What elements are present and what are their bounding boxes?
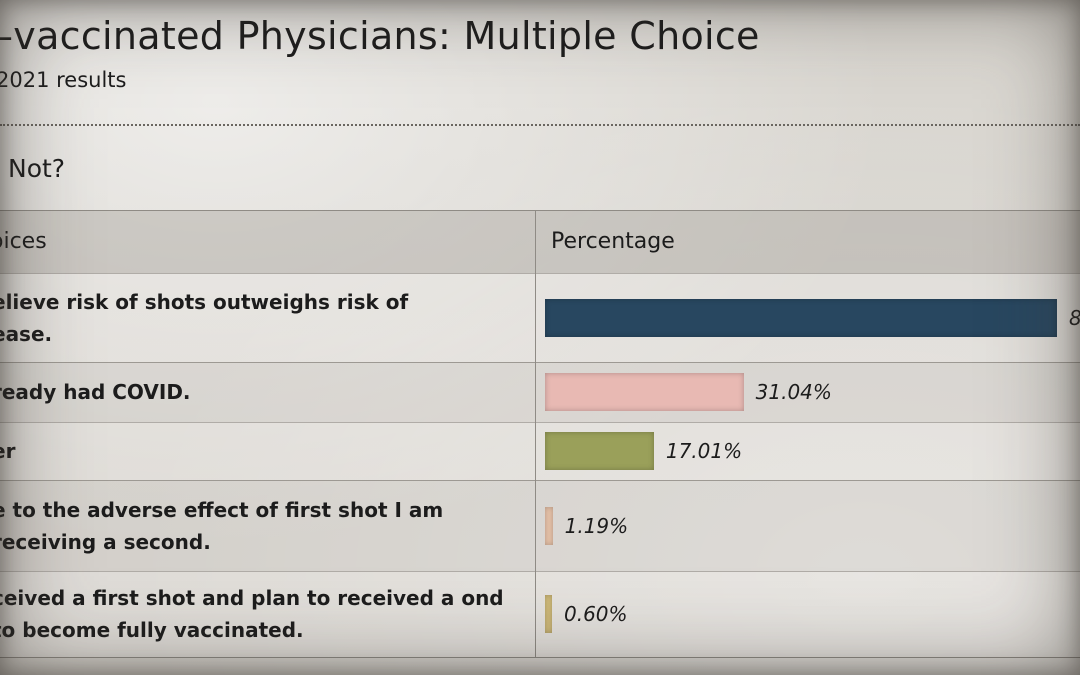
- percentage-bar: [545, 595, 552, 633]
- table-row: er 17.01%: [0, 422, 1080, 481]
- percentage-bar: [545, 506, 553, 545]
- table-header: oices Percentage: [0, 211, 1080, 274]
- bar-cell: 17.01%: [545, 422, 1075, 480]
- percentage-bar: [545, 373, 744, 411]
- percentage-label: 1.19%: [564, 513, 629, 538]
- page-title: –vaccinated Physicians: Multiple Choice: [0, 14, 760, 58]
- choice-text: ceived a first shot and plan to received…: [0, 586, 504, 642]
- bar-cell: 8: [545, 273, 1080, 362]
- bar-cell: 0.60%: [545, 571, 1075, 657]
- percentage-label: 17.01%: [665, 439, 743, 463]
- dotted-divider: [0, 124, 1080, 126]
- percentage-bar: [545, 298, 1057, 337]
- percentage-label: 31.04%: [755, 380, 832, 404]
- bar-cell: 31.04%: [545, 362, 1075, 422]
- table-row: e to the adverse effect of first shot I …: [0, 480, 1080, 572]
- choice-text: e to the adverse effect of first shot I …: [0, 497, 444, 554]
- column-divider: [535, 211, 536, 657]
- bar-cell: 1.19%: [545, 480, 1075, 571]
- table-row: ready had COVID. 31.04%: [0, 362, 1080, 423]
- choice-text: ready had COVID.: [0, 380, 191, 404]
- question-heading: Not?: [8, 154, 66, 183]
- table-row: ceived a first shot and plan to received…: [0, 571, 1080, 658]
- percentage-label: 0.60%: [564, 602, 628, 626]
- percentage-bar: [545, 432, 654, 470]
- choice-text: er: [0, 439, 16, 463]
- column-header-choices: oices: [0, 229, 47, 254]
- column-header-percentage: Percentage: [551, 229, 675, 254]
- page-subtitle: 2021 results: [0, 68, 127, 92]
- percentage-label: 8: [1069, 306, 1080, 330]
